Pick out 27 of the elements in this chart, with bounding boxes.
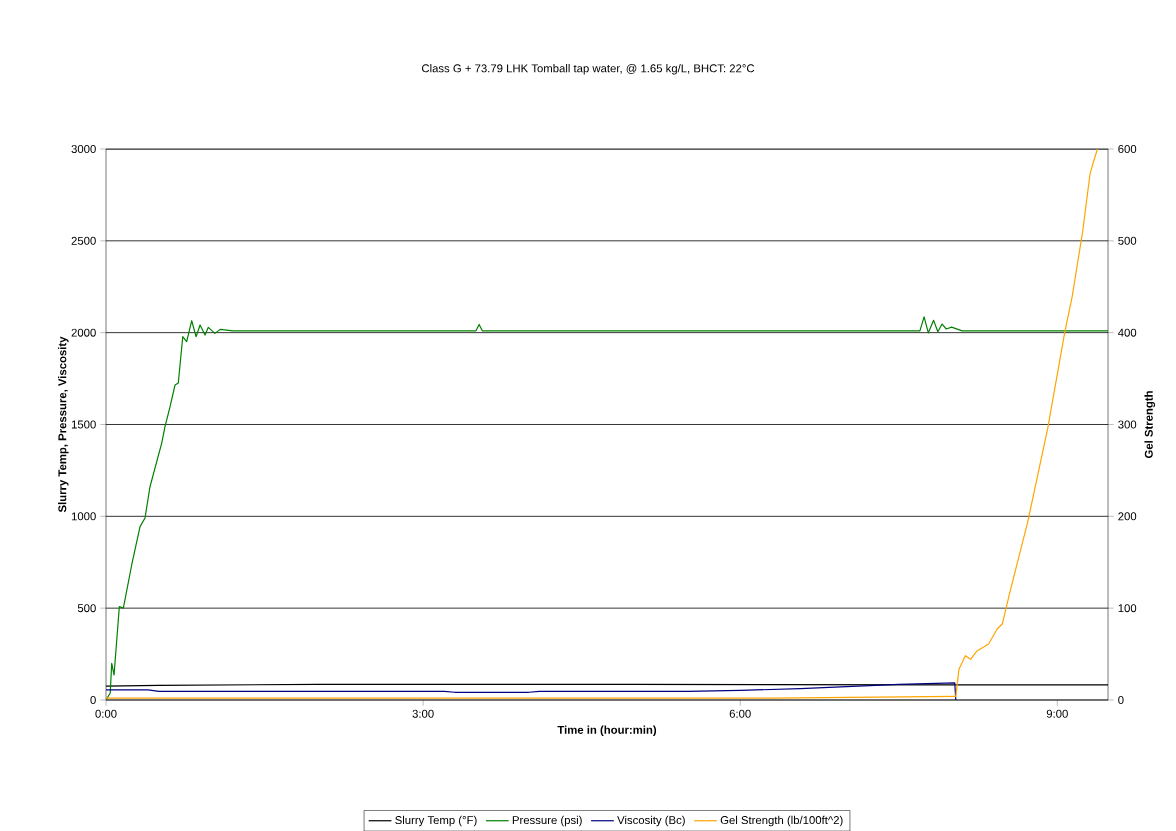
y2-tick-label: 100 bbox=[1118, 604, 1137, 613]
y2-tick-label: 400 bbox=[1118, 328, 1137, 337]
legend-label: Gel Strength (lb/100ft^2) bbox=[720, 815, 843, 827]
x-tick-label: 3:00 bbox=[412, 709, 434, 718]
chart-subtitle: Class G + 73.79 LHK Tomball tap water, @ 1.65 kg/L, BHCT: 22°C bbox=[421, 63, 755, 75]
y-tick-label: 3000 bbox=[71, 144, 96, 153]
x-tick-label: 6:00 bbox=[729, 709, 751, 718]
y-tick-label: 500 bbox=[77, 604, 96, 613]
x-axis-title: Time in (hour:min) bbox=[557, 725, 657, 736]
y2-tick-label: 0 bbox=[1118, 695, 1124, 704]
y-tick-label: 1000 bbox=[71, 512, 96, 521]
line-series bbox=[106, 682, 957, 700]
y-tick-label: 2500 bbox=[71, 236, 96, 245]
legend-label: Viscosity (Bc) bbox=[617, 815, 685, 827]
legend-label: Slurry Temp (°F) bbox=[395, 815, 477, 827]
x-tick-label: 0:00 bbox=[95, 709, 117, 718]
legend-label: Pressure (psi) bbox=[512, 815, 582, 827]
y-axis-title: Slurry Temp, Pressure, Viscosity bbox=[58, 336, 69, 512]
y-tick-label: 0 bbox=[90, 695, 96, 704]
y2-tick-label: 200 bbox=[1118, 512, 1137, 521]
y2-axis-title: Gel Strength bbox=[1144, 391, 1156, 458]
y2-tick-label: 600 bbox=[1118, 144, 1137, 153]
y-tick-label: 1500 bbox=[71, 420, 96, 429]
x-tick-label: 9:00 bbox=[1046, 709, 1068, 718]
y2-tick-label: 300 bbox=[1118, 420, 1137, 429]
y2-tick-label: 500 bbox=[1118, 236, 1137, 245]
y-tick-label: 2000 bbox=[71, 328, 96, 337]
